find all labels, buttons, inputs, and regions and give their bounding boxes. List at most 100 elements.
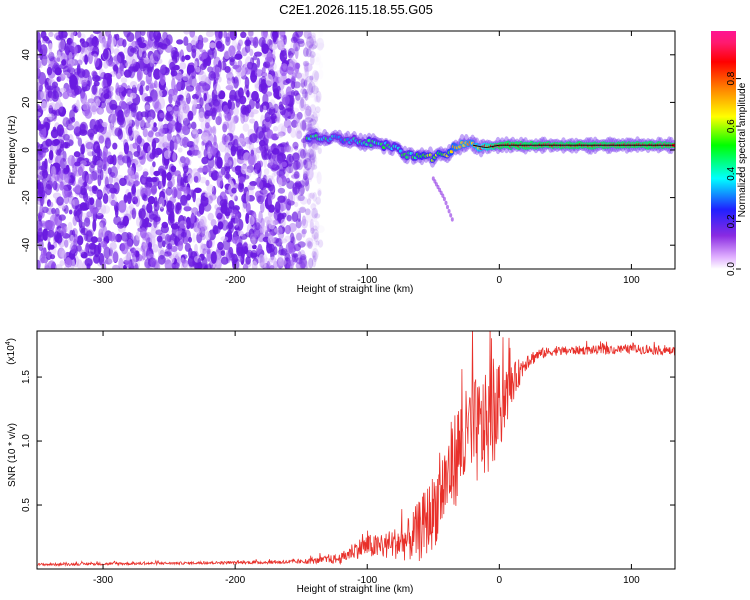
noise-speckle: [192, 189, 196, 203]
noise-speckle: [313, 235, 320, 248]
noise-speckle: [314, 116, 319, 122]
noise-speckle: [66, 37, 73, 46]
noise-speckle: [293, 243, 301, 252]
noise-speckle: [201, 37, 209, 43]
noise-speckle: [95, 191, 103, 198]
noise-speckle: [317, 188, 322, 196]
noise-speckle: [306, 240, 312, 247]
noise-speckle: [269, 44, 278, 51]
noise-speckle: [293, 81, 301, 89]
noise-speckle: [193, 171, 201, 184]
noise-speckle: [198, 70, 207, 84]
noise-speckle: [207, 133, 214, 145]
noise-speckle: [144, 258, 152, 269]
noise-speckle: [135, 195, 140, 207]
noise-speckle: [309, 123, 315, 129]
noise-speckle: [266, 129, 274, 139]
noise-speckle: [293, 171, 300, 179]
noise-speckle: [160, 64, 168, 76]
noise-speckle: [274, 201, 281, 214]
noise-speckle: [277, 123, 286, 135]
noise-speckle: [273, 125, 278, 132]
noise-speckle: [39, 193, 45, 207]
noise-speckle: [213, 79, 217, 92]
noise-speckle: [136, 135, 143, 145]
noise-speckle: [268, 61, 277, 72]
noise-speckle: [298, 258, 307, 269]
noise-speckle: [225, 171, 230, 180]
noise-speckle: [199, 176, 207, 184]
noise-speckle: [79, 249, 85, 255]
noise-speckle: [292, 160, 301, 170]
noise-speckle: [303, 47, 309, 57]
noise-speckle: [310, 227, 315, 234]
noise-speckle: [201, 144, 205, 151]
noise-speckle: [278, 104, 284, 111]
noise-speckle: [58, 31, 64, 40]
noise-speckle: [290, 36, 298, 44]
noise-speckle: [224, 152, 231, 164]
noise-speckle: [102, 48, 109, 60]
noise-speckle: [178, 94, 183, 101]
noise-speckle: [68, 195, 76, 205]
noise-speckle: [59, 181, 64, 191]
noise-speckle: [166, 200, 173, 211]
noise-speckle: [234, 165, 243, 172]
noise-speckle: [103, 88, 110, 95]
signal-core: [405, 155, 409, 159]
noise-speckle: [48, 150, 54, 161]
noise-speckle: [192, 232, 196, 243]
noise-speckle: [80, 92, 88, 105]
noise-speckle: [130, 174, 139, 180]
noise-speckle: [291, 119, 298, 128]
noise-speckle: [295, 218, 302, 229]
noise-speckle: [103, 174, 109, 186]
noise-speckle: [182, 73, 190, 81]
noise-speckle: [310, 121, 320, 133]
noise-speckle: [303, 166, 310, 178]
noise-speckle: [312, 92, 321, 104]
noise-speckle: [316, 42, 325, 49]
noise-speckle: [220, 250, 226, 256]
noise-speckle: [96, 145, 101, 154]
noise-speckle: [291, 72, 297, 79]
noise-speckle: [256, 57, 261, 68]
noise-speckle: [229, 89, 237, 102]
noise-speckle: [139, 186, 144, 198]
noise-speckle: [306, 160, 312, 168]
noise-speckle: [259, 262, 267, 268]
noise-speckle: [152, 97, 160, 109]
noise-speckle: [111, 249, 119, 263]
noise-speckle: [162, 171, 167, 181]
noise-speckle: [147, 196, 156, 205]
noise-speckle: [206, 184, 215, 193]
noise-speckle: [158, 128, 166, 137]
noise-speckle: [189, 31, 196, 38]
noise-speckle: [258, 83, 264, 93]
noise-speckle: [38, 84, 43, 92]
colorbar-ticks: 0.0 0.2 0.4 0.6 0.8: [726, 71, 741, 276]
noise-speckle: [188, 236, 192, 243]
noise-speckle: [37, 104, 41, 109]
signal-core: [458, 145, 462, 149]
noise-speckle: [167, 214, 175, 226]
noise-speckle: [295, 72, 303, 79]
snr-scale-label: (x104): [5, 338, 17, 365]
noise-speckle: [47, 113, 55, 120]
noise-speckle: [115, 38, 121, 48]
noise-speckle: [202, 89, 209, 95]
noise-speckle: [203, 93, 207, 102]
noise-speckle: [284, 235, 292, 242]
noise-speckle: [292, 141, 299, 149]
noise-speckle: [297, 241, 306, 248]
noise-speckle: [197, 167, 204, 173]
noise-speckle: [246, 243, 253, 250]
noise-speckle: [53, 62, 60, 70]
noise-speckle: [126, 112, 134, 118]
noise-speckle: [129, 81, 138, 88]
noise-speckle: [311, 171, 320, 179]
noise-speckle: [139, 85, 144, 96]
noise-speckle: [208, 71, 216, 81]
noise-speckle: [225, 84, 234, 91]
noise-speckle: [136, 111, 143, 121]
